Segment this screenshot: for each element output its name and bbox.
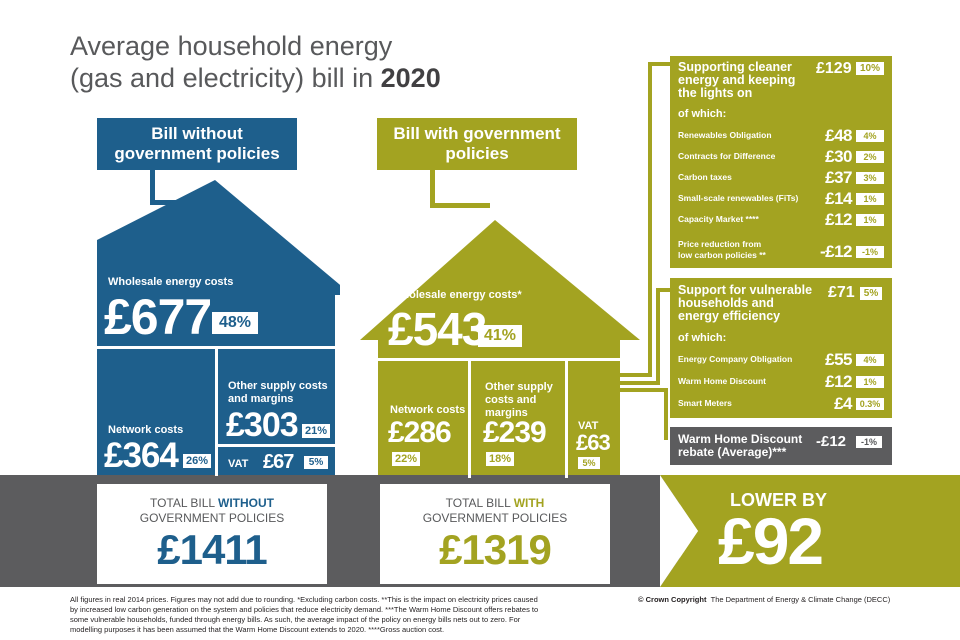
panel-connector-bottom <box>620 373 652 377</box>
wholesale-value-without: £677 <box>104 289 212 345</box>
other-value-without: £303 <box>226 406 299 444</box>
panel-connector-mid-h <box>656 288 670 292</box>
connector-line-with <box>430 168 435 208</box>
panel-row-value: £48 <box>825 126 852 145</box>
other-pct-with: 18% <box>486 452 514 466</box>
panel-cleaner-value: £129 <box>816 60 852 77</box>
panel-cleaner-reduction-value: -£12 <box>819 242 853 261</box>
panel-row-pct: 1% <box>856 214 884 226</box>
wholesale-pct-without: 48% <box>212 312 258 334</box>
panel-row-value: £12 <box>825 372 852 391</box>
total-label-with: TOTAL BILL WITH GOVERNMENT POLICIES <box>422 496 568 525</box>
panel-row-pct: 0.3% <box>856 398 884 410</box>
panel-row-value: £30 <box>825 147 852 166</box>
total-box-with: TOTAL BILL WITH GOVERNMENT POLICIES £131… <box>380 484 610 584</box>
panel-vulnerable-of-which: of which: <box>678 332 727 344</box>
vat-label-with: VAT <box>578 420 599 432</box>
lower-by-label: LOWER BY <box>730 490 827 510</box>
panel-row-pct: 2% <box>856 151 884 163</box>
wholesale-label-without: Wholesale energy costs <box>108 276 234 288</box>
other-value-with: £239 <box>483 416 547 449</box>
lower-by-arrow <box>660 475 960 587</box>
wholesale-value-with: £543 <box>388 303 487 355</box>
total-value-with: £1319 <box>439 526 552 573</box>
title-year: 2020 <box>380 63 441 93</box>
panel-cleaner-reduction-line2: low carbon policies ** <box>678 250 766 260</box>
vat-label-without: VAT <box>228 458 249 470</box>
panel-row-pct: 1% <box>856 376 884 388</box>
vat-value-with: £63 <box>576 430 611 455</box>
header-without: Bill without government policies <box>97 118 297 170</box>
panel-row-value: £14 <box>825 189 852 208</box>
vat-value-without: £67 <box>263 451 294 473</box>
panel-cleaner-reduction-pct: -1% <box>856 246 884 258</box>
panel-cleaner-title: Supporting cleaner energy and keeping th… <box>678 60 796 100</box>
other-label-with: Other supply costs and margins <box>485 381 553 419</box>
footer-copyright: © Crown Copyright The Department of Ener… <box>638 595 890 605</box>
other-pct-without: 21% <box>302 424 330 438</box>
panel-vulnerable-value: £71 <box>828 284 855 301</box>
panel-cleaner-pct: 10% <box>856 62 884 75</box>
panel-row-value: £37 <box>825 168 852 187</box>
page-title: Average household energy (gas and electr… <box>70 30 441 94</box>
other-label-without: Other supply costs and margins <box>228 380 328 405</box>
network-label-with: Network costs <box>390 404 466 416</box>
panel-vulnerable-pct: 5% <box>860 287 882 300</box>
panel-row-pct: 3% <box>856 172 884 184</box>
panel-row-value: £55 <box>825 350 852 369</box>
network-label-without: Network costs <box>108 424 184 436</box>
wholesale-pct-with: 41% <box>478 325 522 347</box>
panel-row-value: £4 <box>834 394 852 413</box>
panel-cleaner: Supporting cleaner energy and keeping th… <box>670 56 892 268</box>
panel-row-value: £12 <box>825 210 852 229</box>
panel-vulnerable: Support for vulnerable households and en… <box>670 278 892 418</box>
lower-by-value: £92 <box>718 504 824 578</box>
vat-pct-with: 5% <box>578 457 600 469</box>
panel-row-label: Warm Home Discount <box>678 376 767 386</box>
panel-row-label: Carbon taxes <box>678 172 732 182</box>
wholesale-label-with: Wholesale energy costs* <box>392 289 522 301</box>
panel-connector-top <box>648 62 670 66</box>
panel-row-pct: 4% <box>856 354 884 366</box>
network-value-with: £286 <box>388 416 452 449</box>
connector-line-with-h <box>430 203 490 208</box>
panel-rebate: Warm Home Discount rebate (Average)*** -… <box>670 427 892 465</box>
panel-connector-vert2 <box>656 288 660 385</box>
header-with: Bill with government policies <box>377 118 577 170</box>
panel-row-label: Smart Meters <box>678 398 732 408</box>
panel-connector-vert3 <box>664 388 668 440</box>
network-pct-without: 26% <box>183 454 211 468</box>
total-label-without: TOTAL BILL WITHOUT GOVERNMENT POLICIES <box>139 496 285 525</box>
panel-rebate-pct: -1% <box>856 436 882 448</box>
copyright: © Crown Copyright <box>638 595 707 604</box>
panel-connector-vert <box>648 62 652 377</box>
title-line2: (gas and electricity) bill in 2020 <box>70 63 441 93</box>
panel-row-label: Capacity Market **** <box>678 214 759 224</box>
title-line1: Average household energy <box>70 31 393 61</box>
panel-rebate-title: Warm Home Discount rebate (Average)*** <box>678 432 803 459</box>
panel-row-pct: 4% <box>856 130 884 142</box>
panel-connector-low <box>620 388 668 392</box>
vat-pct-without: 5% <box>304 456 328 469</box>
panel-cleaner-of-which: of which: <box>678 108 727 120</box>
panel-rebate-value: -£12 <box>816 433 847 450</box>
network-value-without: £364 <box>104 436 179 475</box>
network-pct-with: 22% <box>392 452 420 466</box>
panel-row-label: Renewables Obligation <box>678 130 772 140</box>
panel-row-pct: 1% <box>856 193 884 205</box>
panel-connector-mid <box>620 381 660 385</box>
house-with-shape <box>360 220 640 478</box>
panel-row-label: Small-scale renewables (FiTs) <box>678 193 799 203</box>
connector-line-without <box>150 160 155 205</box>
footer-note: All figures in real 2014 prices. Figures… <box>70 595 539 634</box>
department: The Department of Energy & Climate Chang… <box>710 595 891 604</box>
panel-vulnerable-title: Support for vulnerable households and en… <box>678 283 813 323</box>
panel-row-label: Contracts for Difference <box>678 151 776 161</box>
panel-row-label: Energy Company Obligation <box>678 354 793 364</box>
total-box-without: TOTAL BILL WITHOUT GOVERNMENT POLICIES £… <box>97 484 327 584</box>
total-value-without: £1411 <box>157 526 267 573</box>
panel-cleaner-reduction-line1: Price reduction from <box>678 239 762 249</box>
